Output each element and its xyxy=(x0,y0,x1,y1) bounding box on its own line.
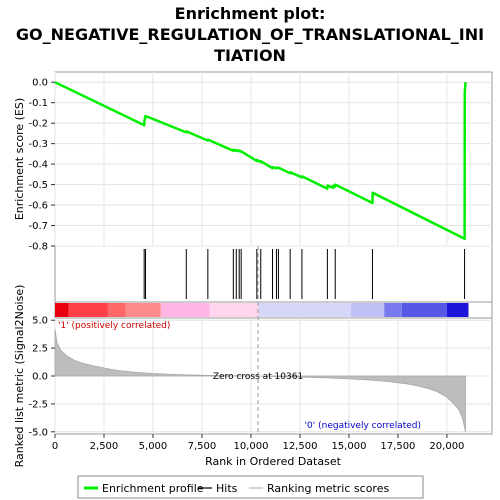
metric-y-tick-label: -5.0 xyxy=(28,427,48,438)
title-line-2: GO_NEGATIVE_REGULATION_OF_TRANSLATIONAL_… xyxy=(16,25,484,44)
x-tick-label: 10,000 xyxy=(233,441,268,452)
ranking-metric-fill xyxy=(54,329,466,432)
hit-markers xyxy=(143,249,466,299)
metric-y-ticks: 5.0 2.5 0.0 -2.5 -5.0 xyxy=(28,316,55,438)
metric-y-tick-label: -2.5 xyxy=(28,399,48,410)
hits-panel-frame xyxy=(54,245,493,303)
es-y-tick-label: -0.5 xyxy=(28,180,48,191)
es-y-tick-label: -0.4 xyxy=(28,160,48,171)
chart-title: Enrichment plot: GO_NEGATIVE_REGULATION_… xyxy=(16,4,484,65)
colorbar-segment xyxy=(209,303,259,317)
legend-label: Ranking metric scores xyxy=(267,482,389,495)
es-y-tick-label: -0.7 xyxy=(28,221,48,232)
metric-y-tick-label: 5.0 xyxy=(32,316,48,327)
x-tick-label: 2,500 xyxy=(90,441,119,452)
colorbar-segment xyxy=(68,303,108,317)
es-y-tick-label: -0.8 xyxy=(28,242,48,253)
colorbar-segment xyxy=(160,303,210,317)
colorbar-segment xyxy=(107,303,126,317)
x-tick-label: 15,000 xyxy=(331,441,366,452)
ranked-colorbar xyxy=(55,303,469,317)
colorbar-segment xyxy=(401,303,447,317)
metric-y-tick-label: 0.0 xyxy=(32,372,48,383)
es-y-tick-label: 0.0 xyxy=(32,78,48,89)
colorbar-segment xyxy=(384,303,402,317)
colorbar-segment xyxy=(446,303,469,317)
enrichment-profile xyxy=(54,81,467,241)
positive-correlation-label: '1' (positively correlated) xyxy=(58,321,170,331)
legend-label: Enrichment profile xyxy=(102,482,204,495)
colorbar-segment xyxy=(350,303,385,317)
x-tick-label: 17,500 xyxy=(380,441,415,452)
x-axis-label: Rank in Ordered Dataset xyxy=(205,455,342,468)
x-tick-label: 7,500 xyxy=(188,441,217,452)
x-tick-label: 5,000 xyxy=(139,441,168,452)
legend: Enrichment profile Hits Ranking metric sco… xyxy=(77,475,424,499)
ranking-metric-area xyxy=(54,329,466,432)
es-y-axis-label: Enrichment score (ES) xyxy=(13,98,26,220)
metric-y-axis-label: Ranked list metric (Signal2Noise) xyxy=(13,285,26,468)
colorbar-segment xyxy=(55,303,69,317)
metric-y-tick-label: 2.5 xyxy=(32,344,48,355)
x-tick-label: 20,000 xyxy=(429,441,464,452)
x-tick-label: 12,500 xyxy=(282,441,317,452)
es-y-ticks: 0.0 -0.1 -0.2 -0.3 -0.4 -0.5 -0.6 -0.7 -0.8 xyxy=(28,78,55,253)
negative-correlation-label: '0' (negatively correlated) xyxy=(305,421,421,431)
es-y-tick-label: -0.2 xyxy=(28,119,48,130)
colorbar-segment xyxy=(125,303,161,317)
legend-label: Hits xyxy=(216,482,238,495)
x-ticks: 0 2,500 5,000 7,500 10,000 12,500 15,000 17,500… xyxy=(52,434,464,452)
title-line-1: Enrichment plot: xyxy=(175,4,326,23)
colorbar-segment xyxy=(258,303,351,317)
es-y-tick-label: -0.1 xyxy=(28,98,48,109)
enrichment-profile-line xyxy=(54,81,467,241)
x-tick-label: 0 xyxy=(52,441,58,452)
zero-cross-label: Zero cross at 10361 xyxy=(213,372,303,382)
title-line-3: TIATION xyxy=(214,46,286,65)
es-gridlines xyxy=(54,72,492,247)
es-y-tick-label: -0.3 xyxy=(28,139,48,150)
legend-box xyxy=(77,475,424,499)
es-y-tick-label: -0.6 xyxy=(28,201,48,212)
